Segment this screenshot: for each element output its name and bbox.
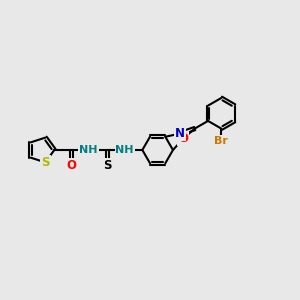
Text: NH: NH	[79, 145, 98, 155]
Text: O: O	[178, 132, 188, 145]
Text: N: N	[175, 127, 185, 140]
Text: O: O	[66, 159, 76, 172]
Text: S: S	[103, 159, 112, 172]
Text: NH: NH	[116, 145, 134, 155]
Text: S: S	[41, 156, 50, 169]
Text: Br: Br	[214, 136, 228, 146]
